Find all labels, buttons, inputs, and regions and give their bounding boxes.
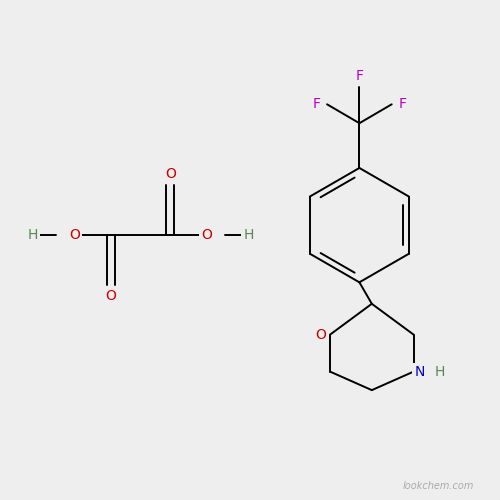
Text: F: F	[312, 98, 320, 112]
Text: N: N	[414, 364, 424, 378]
Text: F: F	[398, 98, 406, 112]
Text: F: F	[356, 70, 364, 84]
Text: O: O	[165, 168, 176, 181]
Text: H: H	[28, 228, 38, 242]
Text: lookchem.com: lookchem.com	[402, 481, 474, 491]
Text: O: O	[202, 228, 212, 242]
Text: H: H	[244, 228, 254, 242]
Text: O: O	[69, 228, 80, 242]
Text: O: O	[106, 288, 116, 302]
Text: H: H	[434, 364, 444, 378]
Text: O: O	[316, 328, 326, 342]
